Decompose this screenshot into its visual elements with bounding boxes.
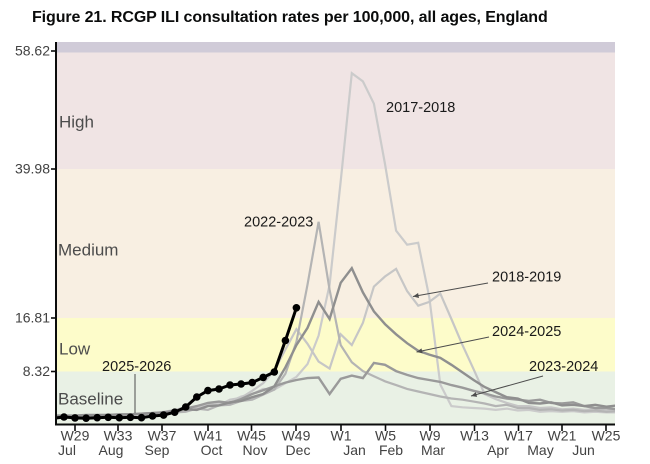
svg-text:2025-2026: 2025-2026 <box>102 359 171 375</box>
svg-text:W9: W9 <box>420 428 441 444</box>
svg-text:2023-2024: 2023-2024 <box>529 359 598 375</box>
svg-text:39.98: 39.98 <box>15 161 50 177</box>
svg-text:2022-2023: 2022-2023 <box>244 215 313 231</box>
svg-text:W17: W17 <box>504 428 533 444</box>
svg-text:W25: W25 <box>592 428 621 444</box>
svg-text:May: May <box>527 442 553 458</box>
svg-text:Dec: Dec <box>286 442 311 458</box>
svg-text:Medium: Medium <box>58 241 118 260</box>
svg-text:W41: W41 <box>194 428 223 444</box>
svg-text:W21: W21 <box>548 428 577 444</box>
svg-text:W33: W33 <box>104 428 133 444</box>
svg-text:Jun: Jun <box>572 442 595 458</box>
svg-text:Mar: Mar <box>421 442 445 458</box>
svg-text:Apr: Apr <box>487 442 509 458</box>
svg-text:8.32: 8.32 <box>23 363 50 379</box>
svg-text:W29: W29 <box>61 428 90 444</box>
svg-text:Nov: Nov <box>243 442 268 458</box>
svg-text:2017-2018: 2017-2018 <box>386 100 455 116</box>
svg-text:Baseline: Baseline <box>58 390 123 409</box>
svg-text:Oct: Oct <box>201 442 223 458</box>
svg-text:Jul: Jul <box>58 442 76 458</box>
svg-text:W49: W49 <box>282 428 311 444</box>
svg-text:16.81: 16.81 <box>15 310 50 326</box>
svg-text:Feb: Feb <box>379 442 403 458</box>
svg-text:W45: W45 <box>237 428 266 444</box>
svg-text:High: High <box>59 113 94 132</box>
svg-text:Jan: Jan <box>343 442 366 458</box>
svg-text:W37: W37 <box>148 428 177 444</box>
svg-text:Sep: Sep <box>145 442 170 458</box>
svg-text:W1: W1 <box>331 428 352 444</box>
svg-text:Aug: Aug <box>99 442 124 458</box>
svg-text:Low: Low <box>59 340 91 359</box>
svg-text:W13: W13 <box>460 428 489 444</box>
svg-text:2018-2019: 2018-2019 <box>492 270 561 286</box>
svg-text:W5: W5 <box>375 428 396 444</box>
svg-text:2024-2025: 2024-2025 <box>492 324 561 340</box>
svg-text:58.62: 58.62 <box>15 43 50 59</box>
